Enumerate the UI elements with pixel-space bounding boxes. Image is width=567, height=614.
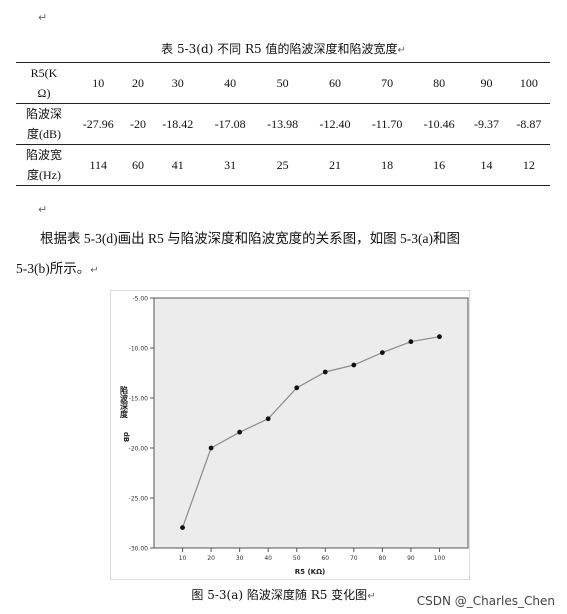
table-cell: -20 [129, 116, 146, 131]
caption-mark: ↵ [397, 45, 406, 56]
paragraph-mark: ↵ [38, 203, 48, 216]
data-points [180, 334, 442, 530]
table-cell: 10 [92, 75, 105, 90]
x-axis: 10 20 30 40 50 60 70 80 90 100 [179, 548, 446, 562]
x-tick-label: 20 [207, 555, 215, 562]
x-tick-label: 80 [379, 555, 387, 562]
table-cell: 60 [329, 75, 342, 90]
data-point [265, 416, 271, 422]
y-axis-label: 陷波深度 [119, 385, 129, 419]
paragraph-line: 根据表 5-3(d)画出 R5 与陷波深度和陷波宽度的关系图，如图 5-3(a)… [40, 231, 460, 246]
table-cell: 60 [131, 157, 144, 172]
table-caption-text: 表 5-3(d) 不同 R5 值的陷波深度和陷波宽度 [161, 42, 398, 56]
data-point [237, 429, 243, 435]
table-cell: -27.96 [82, 116, 114, 131]
table-cell: 90 [480, 75, 493, 90]
row-header: 陷波深 度(dB) [25, 107, 62, 141]
table-cell: 40 [224, 75, 237, 90]
notch-depth-chart: -5.00 -10.00 -15.00 -20.00 -25.00 -30.00 10 20… [110, 290, 470, 580]
y-tick-label: -30.00 [129, 546, 149, 553]
y-tick-label: -20.00 [129, 446, 149, 453]
plot-area [153, 297, 469, 549]
table-row: 陷波深 度(dB) -27.96 -20 -18.42 -17.08 -13.98… [16, 104, 550, 145]
body-paragraph: 根据表 5-3(d)画出 R5 与陷波深度和陷波宽度的关系图，如图 5-3(a)… [16, 224, 556, 284]
table-cell: -8.87 [516, 116, 542, 131]
y-tick-label: -15.00 [129, 396, 149, 403]
x-axis-label: R5 (KΩ) [295, 568, 325, 576]
paragraph-line: 5-3(b)所示。↵ [16, 261, 99, 276]
table-cell: 41 [171, 157, 184, 172]
y-axis: -5.00 -10.00 -15.00 -20.00 -25.00 -30.00 [129, 296, 154, 553]
table-cell: -9.37 [474, 116, 500, 131]
table-cell: 18 [381, 157, 394, 172]
x-tick-label: 100 [434, 555, 446, 562]
table-cell: 25 [276, 157, 289, 172]
data-table: R5(K Ω) 10 20 30 40 50 60 70 80 90 100 陷波… [16, 62, 550, 186]
table-cell: 114 [89, 157, 107, 172]
row-header: R5(K Ω) [30, 66, 58, 100]
table-cell: -18.42 [162, 116, 194, 131]
data-point [379, 350, 385, 355]
data-point [351, 362, 357, 368]
table-cell: 70 [381, 75, 394, 90]
y-tick-label: -5.00 [132, 296, 148, 303]
x-tick-label: 90 [407, 555, 415, 562]
x-tick-label: 10 [179, 555, 187, 562]
data-point [208, 445, 214, 451]
series-line [181, 336, 440, 528]
x-tick-label: 70 [350, 555, 358, 562]
table-cell: 80 [433, 75, 446, 90]
y-tick-label: -25.00 [129, 496, 149, 503]
y-axis-unit: dB [122, 432, 130, 442]
table-cell: -11.70 [371, 116, 403, 131]
table-cell: -17.08 [214, 116, 246, 131]
data-point [322, 369, 328, 375]
table-cell: 20 [131, 75, 144, 90]
y-tick-label: -10.00 [129, 346, 149, 353]
figure-caption-text: 图 5-3(a) 陷波深度随 R5 变化图 [191, 588, 368, 602]
data-point [437, 334, 442, 340]
table-row: 陷波宽 度(Hz) 114 60 41 31 25 21 18 16 14 12 [16, 145, 550, 186]
table-cell: -13.98 [267, 116, 299, 131]
paragraph-mark: ↵ [38, 11, 48, 24]
table-cell: 21 [329, 157, 342, 172]
table-caption: 表 5-3(d) 不同 R5 值的陷波深度和陷波宽度↵ [0, 40, 567, 57]
data-point [408, 339, 414, 345]
figure-caption: 图 5-3(a) 陷波深度随 R5 变化图↵ [191, 588, 376, 602]
data-point [294, 385, 300, 391]
table-cell: 12 [522, 157, 535, 172]
x-tick-label: 50 [293, 555, 301, 562]
x-tick-label: 60 [321, 555, 329, 562]
table-cell: -10.46 [423, 116, 455, 131]
watermark: CSDN @_Charles_Chen [416, 594, 555, 608]
x-tick-label: 40 [264, 555, 272, 562]
table-cell: 100 [519, 75, 538, 90]
table-cell: 16 [433, 157, 446, 172]
table-row: R5(K Ω) 10 20 30 40 50 60 70 80 90 100 [16, 62, 550, 104]
table-cell: 31 [224, 157, 237, 172]
data-point [180, 525, 185, 530]
row-header: 陷波宽 度(Hz) [25, 148, 62, 182]
table-cell: 50 [276, 75, 289, 90]
table-cell: -12.40 [319, 116, 351, 131]
x-tick-label: 30 [236, 555, 244, 562]
table-cell: 14 [480, 157, 493, 172]
table-cell: 30 [171, 75, 184, 90]
